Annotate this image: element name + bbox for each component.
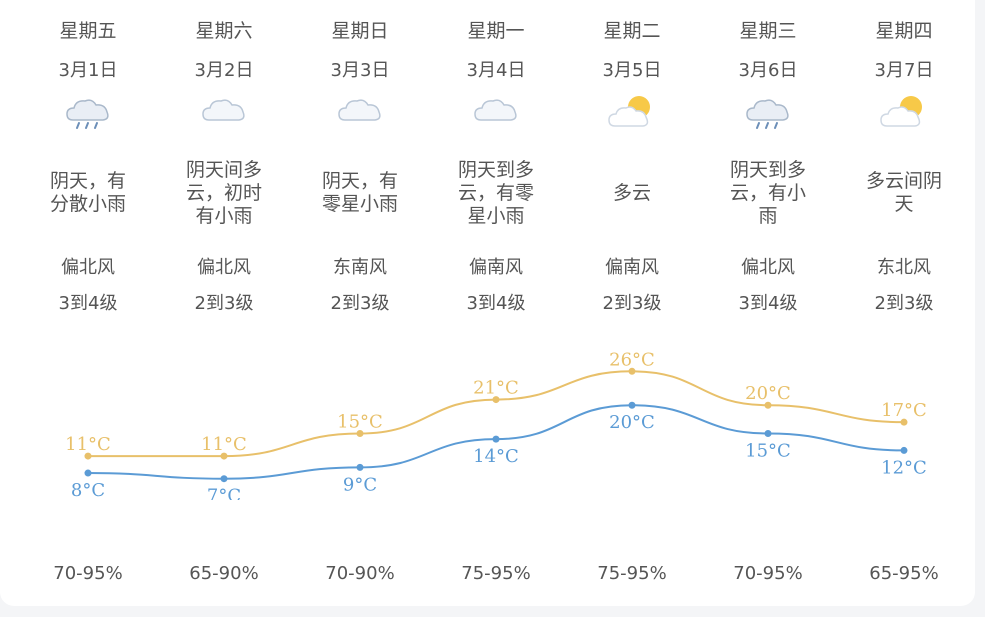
wind-direction: 偏北风 <box>61 257 115 278</box>
day-column[interactable]: 星期日 3月3日阴天，有零星小雨东南风 2到3级 70-90% <box>292 0 428 606</box>
high-temp-label: 26°C <box>609 349 655 370</box>
weekday-label: 星期四 <box>875 20 933 42</box>
cloud-rain-icon <box>63 94 113 130</box>
wind-level: 2到3级 <box>330 293 390 314</box>
low-temp-point <box>628 401 636 409</box>
day-column[interactable]: 星期四 3月7日多云间阴天东北风 2到3级 65-95% <box>836 0 972 606</box>
wind-level: 3到4级 <box>738 293 798 314</box>
weather-description: 多云间阴天 <box>865 170 942 215</box>
weekday-label: 星期一 <box>467 20 525 42</box>
low-temp-point <box>900 446 908 454</box>
weather-description: 多云 <box>612 181 651 204</box>
weather-desc-box: 阴天到多云，有零星小雨 <box>428 148 564 238</box>
high-temp-point <box>764 401 772 409</box>
weather-desc-box: 阴天间多云，初时有小雨 <box>156 148 292 238</box>
weather-description: 阴天间多云，初时有小雨 <box>185 158 262 227</box>
high-temp-point <box>492 396 500 404</box>
low-temp-point <box>764 429 772 437</box>
wind-level: 2到3级 <box>874 293 934 314</box>
sun-cloud-icon <box>607 94 657 130</box>
forecast-card: 星期五 3月1日阴天，有分散小雨偏北风 3到4级 70-95% 星期六 3月2日阴天间多云… <box>0 0 975 606</box>
wind-direction: 东南风 <box>333 257 387 278</box>
cloud-rain-icon <box>743 94 793 130</box>
date-label: 3月4日 <box>466 60 526 81</box>
high-temp-point <box>628 367 636 375</box>
weekday-label: 星期六 <box>195 20 253 42</box>
low-temp-point <box>356 463 364 471</box>
weather-desc-box: 阴天，有零星小雨 <box>292 148 428 238</box>
high-temp-point <box>220 452 228 460</box>
humidity-range: 70-95% <box>733 563 803 584</box>
weekday-label: 星期五 <box>59 20 117 42</box>
date-label: 3月7日 <box>874 60 934 81</box>
day-column[interactable]: 星期三 3月6日阴天到多云，有小雨偏北风 3到4级 70-95% <box>700 0 836 606</box>
low-temp-label: 15°C <box>745 440 791 461</box>
weather-description: 阴天，有分散小雨 <box>49 170 126 215</box>
humidity-range: 75-95% <box>461 563 531 584</box>
humidity-range: 75-95% <box>597 563 667 584</box>
high-temp-point <box>84 452 92 460</box>
high-temp-point <box>356 429 364 437</box>
high-temp-label: 15°C <box>337 411 383 432</box>
date-label: 3月2日 <box>194 60 254 81</box>
high-temp-label: 20°C <box>745 383 791 404</box>
low-temp-point <box>220 475 228 483</box>
cloud-icon <box>471 94 521 130</box>
weekday-label: 星期三 <box>739 20 797 42</box>
high-temp-label: 11°C <box>65 434 111 455</box>
wind-level: 3到4级 <box>58 293 118 314</box>
weather-desc-box: 多云间阴天 <box>836 148 972 238</box>
day-column[interactable]: 星期五 3月1日阴天，有分散小雨偏北风 3到4级 70-95% <box>20 0 156 606</box>
sun-cloud-icon <box>879 94 929 130</box>
wind-level: 2到3级 <box>194 293 254 314</box>
wind-level: 3到4级 <box>466 293 526 314</box>
humidity-range: 65-90% <box>189 563 259 584</box>
day-column[interactable]: 星期一 3月4日阴天到多云，有零星小雨偏南风 3到4级 75-95% <box>428 0 564 606</box>
wind-direction: 偏南风 <box>605 257 659 278</box>
high-temp-label: 17°C <box>881 400 927 421</box>
date-label: 3月3日 <box>330 60 390 81</box>
weather-description: 阴天，有零星小雨 <box>321 170 398 215</box>
wind-direction: 东北风 <box>877 257 931 278</box>
low-temp-label: 20°C <box>609 412 655 433</box>
cloud-icon <box>335 94 385 130</box>
temperature-chart: 11°C 11°C 15°C 21°C 26°C 20°C 17°C 8°C 7°C 9°C 14°… <box>65 349 927 500</box>
low-temp-label: 9°C <box>343 474 377 495</box>
low-temp-label: 8°C <box>71 480 105 500</box>
date-label: 3月5日 <box>602 60 662 81</box>
high-temp-label: 11°C <box>201 434 247 455</box>
low-temp-point <box>492 435 500 443</box>
day-column[interactable]: 星期六 3月2日阴天间多云，初时有小雨偏北风 2到3级 65-90% <box>156 0 292 606</box>
date-label: 3月1日 <box>58 60 118 81</box>
low-temp-label: 12°C <box>881 457 927 478</box>
weather-desc-box: 阴天，有分散小雨 <box>20 148 156 238</box>
weekday-label: 星期二 <box>603 20 661 42</box>
humidity-range: 70-90% <box>325 563 395 584</box>
wind-direction: 偏北风 <box>741 257 795 278</box>
weather-desc-box: 多云 <box>564 148 700 238</box>
low-temp-label: 7°C <box>207 486 241 500</box>
low-temp-label: 14°C <box>473 446 519 467</box>
day-column[interactable]: 星期二 3月5日多云偏南风 2到3级 75-95% <box>564 0 700 606</box>
wind-level: 2到3级 <box>602 293 662 314</box>
wind-direction: 偏北风 <box>197 257 251 278</box>
humidity-range: 70-95% <box>53 563 123 584</box>
weekday-label: 星期日 <box>331 20 389 42</box>
weather-description: 阴天到多云，有零星小雨 <box>457 158 534 227</box>
date-label: 3月6日 <box>738 60 798 81</box>
wind-direction: 偏南风 <box>469 257 523 278</box>
high-temp-point <box>900 418 908 426</box>
weather-desc-box: 阴天到多云，有小雨 <box>700 148 836 238</box>
high-temp-label: 21°C <box>473 378 519 399</box>
humidity-range: 65-95% <box>869 563 939 584</box>
cloud-icon <box>199 94 249 130</box>
weather-description: 阴天到多云，有小雨 <box>729 158 806 227</box>
low-temp-point <box>84 469 92 477</box>
